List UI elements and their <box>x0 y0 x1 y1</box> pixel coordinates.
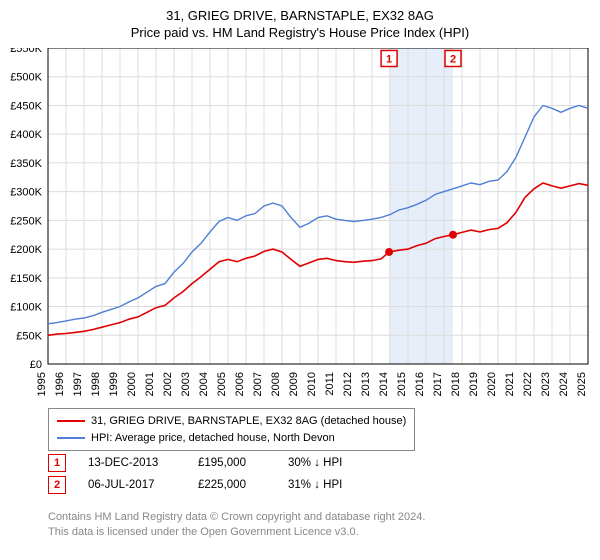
svg-text:1998: 1998 <box>90 372 102 396</box>
legend-text-hpi: HPI: Average price, detached house, Nort… <box>91 430 335 447</box>
svg-text:2015: 2015 <box>396 372 408 396</box>
sale-marker-1: 1 <box>48 454 66 472</box>
svg-text:£400K: £400K <box>10 129 42 141</box>
legend-swatch-hpi <box>57 437 85 439</box>
sale-delta-1: 30% ↓ HPI <box>288 457 398 469</box>
svg-text:£450K: £450K <box>10 100 42 112</box>
svg-text:2001: 2001 <box>144 372 156 396</box>
svg-text:1: 1 <box>386 53 392 65</box>
svg-text:2013: 2013 <box>360 372 372 396</box>
svg-text:2004: 2004 <box>198 372 210 396</box>
svg-text:2003: 2003 <box>180 372 192 396</box>
svg-text:2023: 2023 <box>540 372 552 396</box>
attribution: Contains HM Land Registry data © Crown c… <box>48 510 425 540</box>
svg-text:2009: 2009 <box>288 372 300 396</box>
svg-text:2007: 2007 <box>252 372 264 396</box>
sale-marker-2: 2 <box>48 476 66 494</box>
attribution-line-1: Contains HM Land Registry data © Crown c… <box>48 510 425 525</box>
svg-text:2024: 2024 <box>558 372 570 396</box>
svg-text:£550K: £550K <box>10 48 42 55</box>
price-chart: £0 £50K £100K £150K £200K £250K £300K £350K £400… <box>0 48 600 400</box>
legend: 31, GRIEG DRIVE, BARNSTAPLE, EX32 8AG (d… <box>48 408 415 451</box>
svg-text:£200K: £200K <box>10 244 42 256</box>
svg-text:2017: 2017 <box>432 372 444 396</box>
svg-text:2012: 2012 <box>342 372 354 396</box>
svg-text:2016: 2016 <box>414 372 426 396</box>
svg-text:1997: 1997 <box>72 372 84 396</box>
svg-text:2019: 2019 <box>468 372 480 396</box>
svg-text:2011: 2011 <box>324 372 336 396</box>
svg-text:£350K: £350K <box>10 158 42 170</box>
legend-text-property: 31, GRIEG DRIVE, BARNSTAPLE, EX32 8AG (d… <box>91 413 406 430</box>
chart-area: £0 £50K £100K £150K £200K £250K £300K £350K £400… <box>0 48 600 400</box>
sale-date-1: 13-DEC-2013 <box>88 457 198 469</box>
svg-text:2021: 2021 <box>504 372 516 396</box>
svg-text:1995: 1995 <box>36 372 48 396</box>
svg-text:2002: 2002 <box>162 372 174 396</box>
svg-text:£150K: £150K <box>10 273 42 285</box>
svg-text:2008: 2008 <box>270 372 282 396</box>
svg-text:1996: 1996 <box>54 372 66 396</box>
svg-text:2005: 2005 <box>216 372 228 396</box>
svg-text:£300K: £300K <box>10 187 42 199</box>
title-block: 31, GRIEG DRIVE, BARNSTAPLE, EX32 8AG Pr… <box>0 0 600 40</box>
svg-text:£500K: £500K <box>10 72 42 84</box>
svg-text:2010: 2010 <box>306 372 318 396</box>
svg-text:£250K: £250K <box>10 215 42 227</box>
svg-text:£0: £0 <box>30 359 42 371</box>
svg-text:1999: 1999 <box>108 372 120 396</box>
svg-text:2006: 2006 <box>234 372 246 396</box>
svg-text:2: 2 <box>450 53 456 65</box>
sale-price-1: £195,000 <box>198 457 288 469</box>
legend-row-property: 31, GRIEG DRIVE, BARNSTAPLE, EX32 8AG (d… <box>57 413 406 430</box>
sale-row-2: 2 06-JUL-2017 £225,000 31% ↓ HPI <box>48 474 398 496</box>
legend-swatch-property <box>57 420 85 422</box>
legend-row-hpi: HPI: Average price, detached house, Nort… <box>57 430 406 447</box>
svg-text:2014: 2014 <box>378 372 390 396</box>
title-line-1: 31, GRIEG DRIVE, BARNSTAPLE, EX32 8AG <box>0 8 600 23</box>
sale-row-1: 1 13-DEC-2013 £195,000 30% ↓ HPI <box>48 452 398 474</box>
svg-text:2020: 2020 <box>486 372 498 396</box>
svg-text:2018: 2018 <box>450 372 462 396</box>
sale-price-2: £225,000 <box>198 479 288 491</box>
svg-text:£50K: £50K <box>16 330 42 342</box>
title-line-2: Price paid vs. HM Land Registry's House … <box>0 25 600 40</box>
svg-text:2025: 2025 <box>576 372 588 396</box>
sales-table: 1 13-DEC-2013 £195,000 30% ↓ HPI 2 06-JU… <box>48 452 398 496</box>
sale-date-2: 06-JUL-2017 <box>88 479 198 491</box>
attribution-line-2: This data is licensed under the Open Gov… <box>48 525 425 540</box>
svg-text:£100K: £100K <box>10 302 42 314</box>
sale-delta-2: 31% ↓ HPI <box>288 479 398 491</box>
svg-text:2022: 2022 <box>522 372 534 396</box>
svg-text:2000: 2000 <box>126 372 138 396</box>
